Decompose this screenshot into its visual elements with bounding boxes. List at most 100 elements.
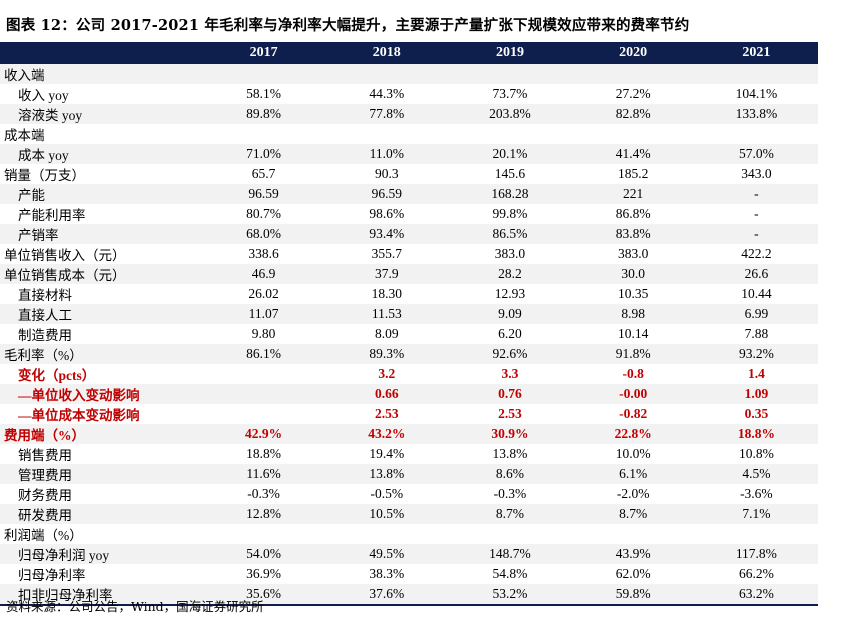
cell-2018 — [325, 64, 449, 84]
cell-2019: 148.7% — [448, 544, 572, 564]
cell-2020: -0.8 — [571, 364, 695, 384]
table-row: 制造费用 9.80 8.09 6.20 10.14 7.88 — [0, 324, 818, 344]
row-label: 成本端 — [0, 124, 202, 144]
cell-2017: 12.8% — [202, 504, 326, 524]
row-label: 直接材料 — [0, 284, 202, 304]
cell-2019: 13.8% — [448, 444, 572, 464]
cell-2018: 77.8% — [325, 104, 449, 124]
row-label: 扣非归母净利率 — [0, 584, 202, 606]
cell-2017: 80.7% — [202, 204, 326, 224]
row-label: 销售费用 — [0, 444, 202, 464]
cell-2018: 49.5% — [325, 544, 449, 564]
cell-2021: 63.2% — [694, 584, 818, 606]
cell-2019: 12.93 — [448, 284, 572, 304]
row-label: 成本 yoy — [0, 144, 202, 164]
table-row: 直接人工 11.07 11.53 9.09 8.98 6.99 — [0, 304, 818, 324]
cell-2020: 27.2% — [571, 84, 695, 104]
row-label: 归母净利润 yoy — [0, 544, 202, 564]
row-label: 单位销售收入（元） — [0, 244, 202, 264]
cell-2021: 66.2% — [694, 564, 818, 584]
cell-2017: 89.8% — [202, 104, 326, 124]
row-label: 产能 — [0, 184, 202, 204]
cell-2018: 0.66 — [325, 384, 449, 404]
cell-2018: 3.2 — [325, 364, 449, 384]
cell-2018: 11.0% — [325, 144, 449, 164]
table-body: 收入端 收入 yoy 58.1% 44.3% 73.7% 27.2% 104.1% 溶液类 y… — [0, 64, 818, 606]
cell-2017: 96.59 — [202, 184, 326, 204]
cell-2019: 6.20 — [448, 324, 572, 344]
table-row: 溶液类 yoy 89.8% 77.8% 203.8% 82.8% 133.8% — [0, 104, 818, 124]
table-row: 收入 yoy 58.1% 44.3% 73.7% 27.2% 104.1% — [0, 84, 818, 104]
financial-table: 2017 2018 2019 2020 2021 收入端 收入 yoy 58.1% 4… — [0, 42, 818, 606]
table-row: 归母净利润 yoy 54.0% 49.5% 148.7% 43.9% 117.8% — [0, 544, 818, 564]
row-label: 销量（万支） — [0, 164, 202, 184]
table-row: 收入端 — [0, 64, 818, 84]
cell-2020: 62.0% — [571, 564, 695, 584]
cell-2020: -0.82 — [571, 404, 695, 424]
cell-2021: 422.2 — [694, 244, 818, 264]
cell-2020 — [571, 124, 695, 144]
cell-2019: 86.5% — [448, 224, 572, 244]
cell-2021: 7.88 — [694, 324, 818, 344]
header-cell-2017: 2017 — [202, 42, 326, 64]
row-label: 产销率 — [0, 224, 202, 244]
cell-2020 — [571, 64, 695, 84]
cell-2019: 0.76 — [448, 384, 572, 404]
cell-2021: 10.44 — [694, 284, 818, 304]
table-row: 变化（pcts） 3.2 3.3 -0.8 1.4 — [0, 364, 818, 384]
table-row: 管理费用 11.6% 13.8% 8.6% 6.1% 4.5% — [0, 464, 818, 484]
cell-2018: 355.7 — [325, 244, 449, 264]
cell-2017 — [202, 124, 326, 144]
cell-2019: 30.9% — [448, 424, 572, 444]
cell-2017: 65.7 — [202, 164, 326, 184]
cell-2020: 6.1% — [571, 464, 695, 484]
cell-2018: 18.30 — [325, 284, 449, 304]
table-row: 单位销售收入（元） 338.6 355.7 383.0 383.0 422.2 — [0, 244, 818, 264]
cell-2018: 43.2% — [325, 424, 449, 444]
table-row: 利润端（%） — [0, 524, 818, 544]
cell-2018: 19.4% — [325, 444, 449, 464]
cell-2019: 92.6% — [448, 344, 572, 364]
cell-2020: 41.4% — [571, 144, 695, 164]
cell-2017: 18.8% — [202, 444, 326, 464]
cell-2019: 3.3 — [448, 364, 572, 384]
cell-2021 — [694, 64, 818, 84]
cell-2017: 35.6% — [202, 584, 326, 606]
row-label: 归母净利率 — [0, 564, 202, 584]
header-cell-blank — [0, 42, 202, 64]
table-row: 产能 96.59 96.59 168.28 221- — [0, 184, 818, 204]
cell-2021: 26.6 — [694, 264, 818, 284]
table-row: 归母净利率 36.9% 38.3% 54.8% 62.0% 66.2% — [0, 564, 818, 584]
row-label: 溶液类 yoy — [0, 104, 202, 124]
cell-2019: 145.6 — [448, 164, 572, 184]
cell-2021: 57.0% — [694, 144, 818, 164]
cell-2019: 28.2 — [448, 264, 572, 284]
cell-2019: 203.8% — [448, 104, 572, 124]
cell-2017 — [202, 524, 326, 544]
table-row: 扣非归母净利率 35.6% 37.6% 53.2% 59.8% 63.2% — [0, 584, 818, 606]
cell-2021: 117.8% — [694, 544, 818, 564]
cell-2021: 104.1% — [694, 84, 818, 104]
cell-2021: 0.35 — [694, 404, 818, 424]
cell-2019: 73.7% — [448, 84, 572, 104]
row-label: 收入 yoy — [0, 84, 202, 104]
cell-2017: 58.1% — [202, 84, 326, 104]
cell-2021: -3.6% — [694, 484, 818, 504]
cell-2020: 30.0 — [571, 264, 695, 284]
row-label: —单位收入变动影响 — [0, 384, 202, 404]
cell-2017: 26.02 — [202, 284, 326, 304]
table-row: 费用端（%） 42.9% 43.2% 30.9% 22.8% 18.8% — [0, 424, 818, 444]
row-label: 直接人工 — [0, 304, 202, 324]
header-cell-2020: 2020 — [571, 42, 695, 64]
cell-2017 — [202, 364, 326, 384]
cell-2018: 96.59 — [325, 184, 449, 204]
cell-2021: 7.1% — [694, 504, 818, 524]
cell-2017: 36.9% — [202, 564, 326, 584]
cell-2018: 8.09 — [325, 324, 449, 344]
cell-2018: 98.6% — [325, 204, 449, 224]
table-row: 直接材料 26.02 18.30 12.93 10.35 10.44 — [0, 284, 818, 304]
header-cell-2018: 2018 — [325, 42, 449, 64]
cell-2017: 86.1% — [202, 344, 326, 364]
row-label: 收入端 — [0, 64, 202, 84]
cell-2021: 93.2% — [694, 344, 818, 364]
